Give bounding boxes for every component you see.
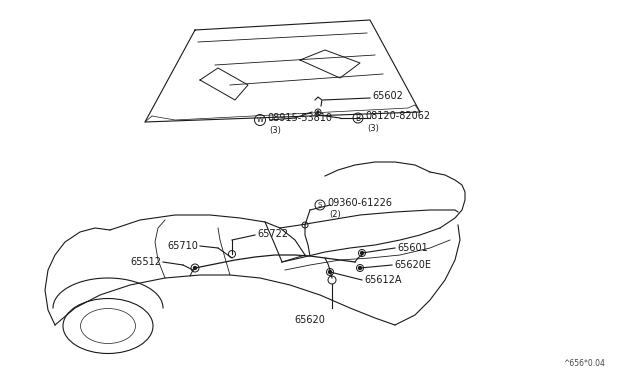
- Text: 65602: 65602: [372, 91, 403, 101]
- Text: 65601: 65601: [397, 243, 428, 253]
- Circle shape: [358, 266, 362, 269]
- Text: 09360-61226: 09360-61226: [327, 198, 392, 208]
- Text: 08120-82062: 08120-82062: [365, 111, 430, 121]
- Text: W: W: [257, 117, 264, 123]
- Text: S: S: [318, 202, 322, 208]
- Text: 65710: 65710: [167, 241, 198, 251]
- Text: 65620: 65620: [294, 315, 325, 325]
- Text: B: B: [355, 113, 360, 122]
- Text: 08915-53810: 08915-53810: [267, 113, 332, 123]
- Text: (2): (2): [329, 210, 340, 219]
- Circle shape: [328, 270, 332, 273]
- Circle shape: [193, 266, 196, 269]
- Circle shape: [317, 111, 319, 113]
- Text: 65722: 65722: [257, 229, 288, 239]
- Text: (3): (3): [269, 126, 281, 135]
- Text: (3): (3): [367, 124, 379, 133]
- Text: 65612A: 65612A: [364, 275, 401, 285]
- Text: ^656*0.04: ^656*0.04: [563, 359, 605, 368]
- Text: 65512: 65512: [130, 257, 161, 267]
- Text: 65620E: 65620E: [394, 260, 431, 270]
- Circle shape: [360, 251, 364, 254]
